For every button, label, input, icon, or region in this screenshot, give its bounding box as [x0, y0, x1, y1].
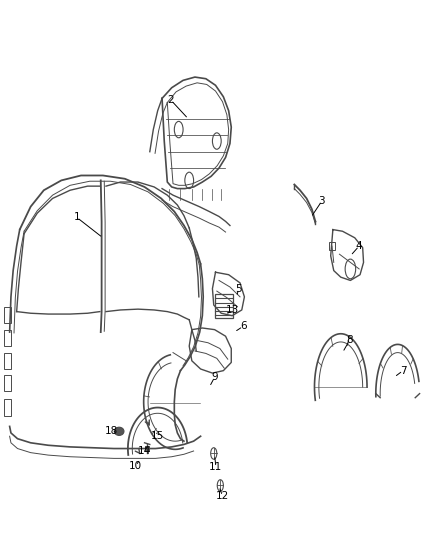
Text: 11: 11 [209, 463, 223, 472]
Text: 6: 6 [240, 321, 247, 332]
Text: 4: 4 [356, 241, 363, 251]
Text: 9: 9 [211, 372, 218, 382]
Text: 10: 10 [129, 461, 142, 471]
Text: 2: 2 [167, 95, 174, 105]
Text: 12: 12 [216, 491, 229, 501]
Ellipse shape [114, 427, 124, 435]
Text: 1: 1 [73, 212, 80, 222]
Bar [4, 306, 11, 323]
Text: 7: 7 [399, 366, 406, 376]
Bar [329, 242, 335, 250]
Text: 15: 15 [151, 431, 164, 441]
Text: 14: 14 [138, 446, 151, 456]
Text: 13: 13 [226, 305, 239, 315]
Text: 5: 5 [235, 284, 242, 294]
Bar [4, 329, 11, 346]
Text: 8: 8 [346, 335, 353, 345]
Bar [215, 294, 233, 318]
Bar [4, 353, 11, 369]
Bar [145, 446, 149, 451]
Text: 18: 18 [105, 425, 118, 435]
Bar [4, 375, 11, 391]
Bar [4, 399, 11, 416]
Text: 3: 3 [318, 196, 325, 206]
